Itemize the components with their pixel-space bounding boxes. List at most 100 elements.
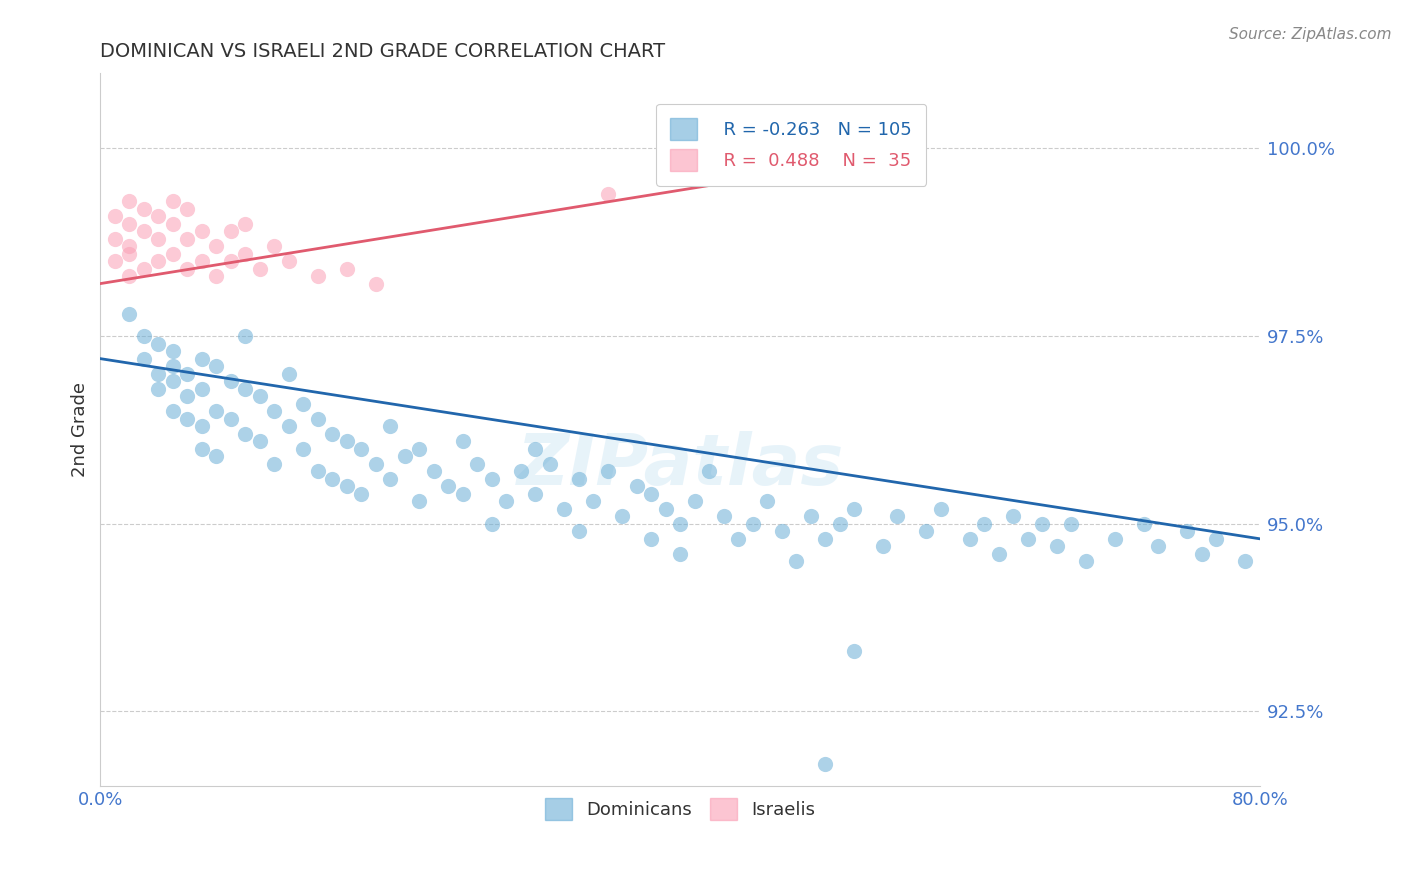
Point <box>263 457 285 471</box>
Point <box>1060 516 1083 531</box>
Point <box>148 367 170 381</box>
Point <box>118 269 141 284</box>
Point <box>336 261 359 276</box>
Point <box>176 231 198 245</box>
Point <box>1133 516 1156 531</box>
Point <box>132 202 155 216</box>
Point <box>1191 547 1213 561</box>
Point <box>219 224 242 238</box>
Point <box>162 374 184 388</box>
Point <box>524 487 547 501</box>
Point <box>915 524 938 539</box>
Point <box>176 367 198 381</box>
Point <box>987 547 1010 561</box>
Point <box>872 539 894 553</box>
Point <box>959 532 981 546</box>
Point <box>408 442 430 456</box>
Point <box>233 217 256 231</box>
Point <box>1046 539 1069 553</box>
Point <box>713 509 735 524</box>
Point <box>814 756 837 771</box>
Point <box>1002 509 1025 524</box>
Point <box>1104 532 1126 546</box>
Point <box>176 389 198 403</box>
Point <box>233 246 256 260</box>
Point <box>741 516 763 531</box>
Point <box>640 487 662 501</box>
Point <box>640 532 662 546</box>
Point <box>132 351 155 366</box>
Point <box>596 464 619 478</box>
Point <box>176 411 198 425</box>
Point <box>307 464 329 478</box>
Point <box>669 516 692 531</box>
Point <box>118 239 141 253</box>
Point <box>118 217 141 231</box>
Point <box>481 516 503 531</box>
Point <box>626 479 648 493</box>
Point <box>277 254 299 268</box>
Point <box>292 397 315 411</box>
Point <box>118 194 141 208</box>
Point <box>219 411 242 425</box>
Point <box>683 494 706 508</box>
Point <box>437 479 460 493</box>
Point <box>233 329 256 343</box>
Point <box>162 344 184 359</box>
Point <box>104 209 127 223</box>
Point <box>162 217 184 231</box>
Point <box>191 382 214 396</box>
Point <box>568 524 591 539</box>
Point <box>828 516 851 531</box>
Point <box>1147 539 1170 553</box>
Point <box>191 442 214 456</box>
Point <box>191 254 214 268</box>
Point <box>162 359 184 373</box>
Point <box>1205 532 1227 546</box>
Point <box>263 404 285 418</box>
Point <box>553 501 575 516</box>
Point <box>1031 516 1053 531</box>
Point <box>118 307 141 321</box>
Point <box>205 239 228 253</box>
Y-axis label: 2nd Grade: 2nd Grade <box>72 383 89 477</box>
Point <box>249 389 271 403</box>
Text: DOMINICAN VS ISRAELI 2ND GRADE CORRELATION CHART: DOMINICAN VS ISRAELI 2ND GRADE CORRELATI… <box>100 42 665 61</box>
Point <box>756 494 779 508</box>
Point <box>1017 532 1039 546</box>
Point <box>842 644 865 658</box>
Point <box>770 524 793 539</box>
Point <box>973 516 995 531</box>
Legend: Dominicans, Israelis: Dominicans, Israelis <box>530 783 830 835</box>
Point <box>191 351 214 366</box>
Point <box>610 509 633 524</box>
Point <box>364 457 387 471</box>
Point <box>394 449 416 463</box>
Point <box>538 457 561 471</box>
Point <box>148 209 170 223</box>
Point <box>104 254 127 268</box>
Point <box>148 231 170 245</box>
Point <box>799 509 821 524</box>
Point <box>307 269 329 284</box>
Point <box>263 239 285 253</box>
Point <box>350 442 373 456</box>
Point <box>886 509 908 524</box>
Point <box>451 487 474 501</box>
Point <box>132 261 155 276</box>
Point <box>481 472 503 486</box>
Point <box>321 472 343 486</box>
Point <box>249 434 271 449</box>
Point <box>132 329 155 343</box>
Point <box>292 442 315 456</box>
Point <box>132 224 155 238</box>
Point <box>205 449 228 463</box>
Point <box>205 359 228 373</box>
Point <box>364 277 387 291</box>
Point <box>104 231 127 245</box>
Point <box>277 419 299 434</box>
Point <box>219 254 242 268</box>
Point <box>814 532 837 546</box>
Point <box>568 472 591 486</box>
Point <box>233 382 256 396</box>
